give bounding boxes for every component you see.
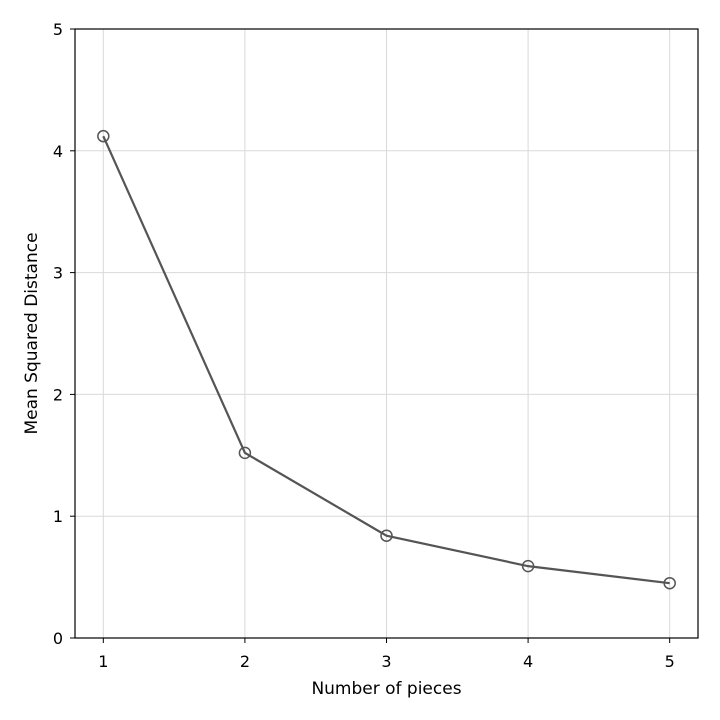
y-axis-ticks: 0 1 2 3 4 5 [53, 20, 75, 648]
x-axis-label: Number of pieces [311, 679, 461, 699]
x-tick-label: 1 [98, 652, 108, 671]
data-series [97, 129, 676, 590]
y-axis-label: Mean Squared Distance [22, 232, 42, 434]
x-tick-label: 5 [665, 652, 675, 671]
y-tick-label: 1 [53, 507, 63, 526]
grid-lines [75, 28, 698, 639]
data-point [663, 576, 676, 590]
y-tick-label: 3 [53, 264, 63, 283]
data-point [521, 559, 535, 573]
y-tick-label: 0 [53, 629, 63, 648]
y-tick-label: 4 [53, 142, 63, 161]
data-point [238, 446, 252, 460]
x-tick-label: 2 [240, 652, 250, 671]
data-point [380, 529, 393, 542]
y-tick-label: 5 [53, 20, 63, 39]
data-point [97, 129, 110, 143]
series-line [102, 135, 670, 585]
x-axis-ticks: 1 2 3 4 5 [98, 638, 675, 671]
y-tick-label: 2 [53, 385, 63, 404]
x-tick-label: 4 [523, 652, 533, 671]
x-tick-label: 3 [381, 652, 391, 671]
